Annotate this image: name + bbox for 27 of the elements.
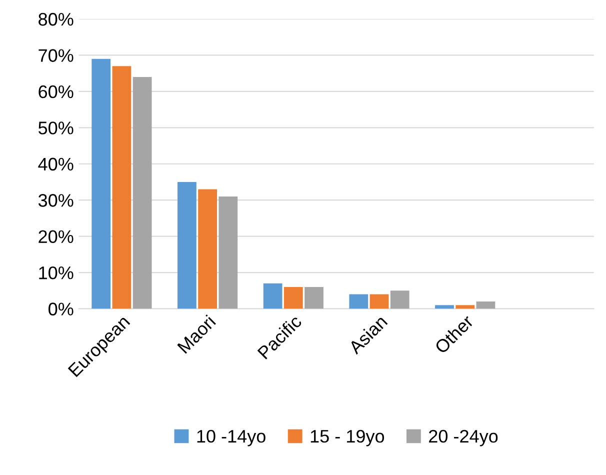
- bar: [390, 290, 410, 309]
- legend-label: 15 - 19yo: [310, 430, 384, 446]
- legend-label: 10 -14yo: [197, 430, 266, 446]
- bar: [198, 189, 217, 309]
- bar: [435, 305, 454, 309]
- bar: [132, 76, 152, 309]
- y-tick-label: 30%: [38, 194, 74, 207]
- bar: [349, 294, 368, 309]
- bar: [370, 294, 389, 309]
- y-tick-label: 60%: [38, 85, 74, 98]
- bar: [112, 66, 132, 309]
- bar: [284, 287, 303, 309]
- y-tick-label: 20%: [38, 230, 74, 244]
- y-tick-label: 40%: [38, 158, 74, 171]
- y-tick-label: 10%: [39, 266, 74, 280]
- bar: [92, 58, 111, 309]
- bar: [456, 305, 475, 309]
- bar: [263, 283, 282, 309]
- bar: [476, 302, 496, 309]
- y-tick-label: 50%: [38, 122, 74, 134]
- bar: [178, 182, 196, 309]
- legend-label: 20 -24yo: [429, 430, 498, 446]
- bar: [218, 196, 238, 309]
- y-tick-label: 80%: [38, 12, 74, 26]
- bar: [304, 287, 324, 309]
- y-tick-label: 70%: [38, 49, 74, 62]
- y-tick-label: 0%: [48, 302, 74, 316]
